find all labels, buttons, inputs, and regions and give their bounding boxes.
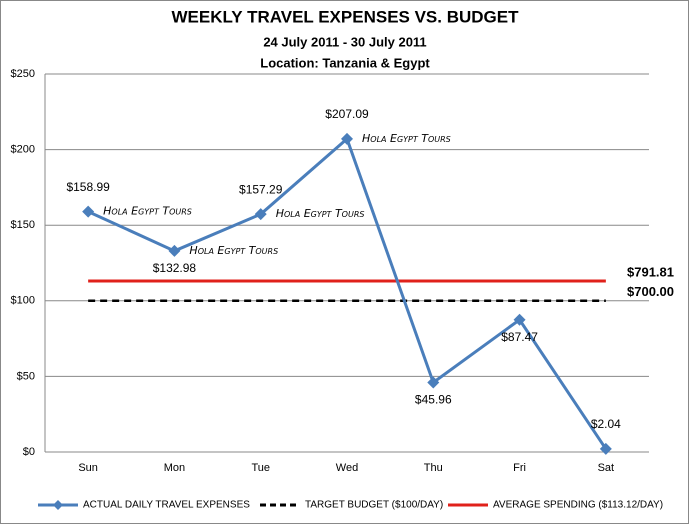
annotation: Hola Egypt Tours bbox=[276, 207, 365, 220]
marker bbox=[341, 132, 353, 145]
x-tick-label: Tue bbox=[251, 462, 270, 474]
x-tick-label: Wed bbox=[336, 462, 358, 474]
chart-subtitle: 24 July 2011 - 30 July 2011 bbox=[263, 34, 426, 49]
data-label: $2.04 bbox=[591, 417, 621, 431]
y-tick-label: $150 bbox=[11, 219, 35, 231]
data-label: $45.96 bbox=[415, 393, 452, 407]
x-tick-label: Fri bbox=[513, 462, 526, 474]
annotation: Hola Egypt Tours bbox=[103, 205, 192, 218]
data-label: $207.09 bbox=[325, 107, 369, 121]
marker bbox=[254, 208, 267, 221]
marker bbox=[82, 205, 95, 218]
x-tick-label: Mon bbox=[164, 462, 185, 474]
annotation: Hola Egypt Tours bbox=[189, 244, 278, 257]
legend-marker bbox=[53, 500, 63, 510]
x-tick-label: Sun bbox=[78, 462, 98, 474]
marker bbox=[168, 244, 181, 257]
legend-label: ACTUAL DAILY TRAVEL EXPENSES bbox=[83, 500, 250, 511]
legend-label: TARGET BUDGET ($100/DAY) bbox=[305, 500, 443, 511]
y-tick-label: $250 bbox=[11, 68, 35, 80]
y-tick-label: $100 bbox=[11, 295, 35, 307]
end-label: $700.00 bbox=[627, 284, 674, 299]
y-tick-label: $200 bbox=[11, 144, 35, 156]
annotation: Hola Egypt Tours bbox=[362, 132, 451, 145]
marker bbox=[427, 376, 440, 389]
x-tick-label: Thu bbox=[424, 462, 443, 474]
end-label: $791.81 bbox=[627, 264, 674, 279]
y-tick-label: $0 bbox=[23, 446, 35, 458]
data-label: $157.29 bbox=[239, 182, 283, 196]
marker bbox=[599, 442, 612, 455]
data-label: $158.99 bbox=[66, 180, 110, 194]
x-tick-label: Sat bbox=[598, 462, 615, 474]
legend-label: AVERAGE SPENDING ($113.12/DAY) bbox=[493, 500, 663, 511]
marker bbox=[513, 313, 526, 326]
data-label: $132.98 bbox=[153, 261, 197, 275]
chart-subtitle: Location: Tanzania & Egypt bbox=[260, 55, 430, 70]
y-tick-label: $50 bbox=[17, 370, 35, 382]
data-label: $87.47 bbox=[501, 330, 538, 344]
chart-title: WEEKLY TRAVEL EXPENSES VS. BUDGET bbox=[171, 7, 519, 26]
